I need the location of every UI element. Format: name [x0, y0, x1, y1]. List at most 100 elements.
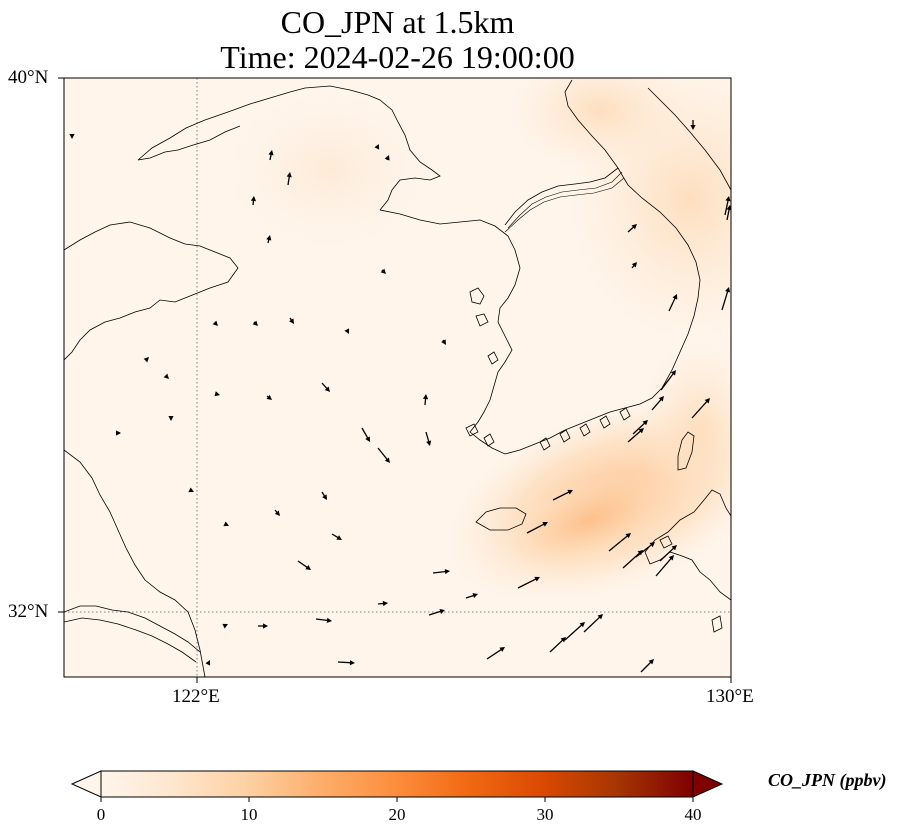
wind-arrow-head [658, 396, 664, 402]
wind-arrow-head [441, 339, 446, 345]
coastline-bohai [137, 85, 441, 211]
colorbar-tick-10: 10 [240, 805, 258, 824]
wind-arrow-head [222, 623, 228, 629]
wind-arrow-head [349, 660, 355, 666]
map-title: CO_JPN at 1.5km [280, 4, 515, 40]
coastline-liaoning [137, 125, 241, 161]
wind-arrow-head [672, 294, 678, 300]
plume-east [640, 340, 731, 520]
wind-arrow-shaft [660, 372, 675, 391]
wind-arrow-head [439, 609, 445, 614]
wind-arrow-shaft [659, 546, 676, 562]
colorbar [70, 770, 724, 802]
wind-arrow-head [668, 555, 674, 561]
wind-arrow-head [579, 622, 585, 628]
wind-arrow-head [168, 416, 174, 421]
wind-arrow-shaft [549, 638, 565, 653]
wind-arrow-head [289, 318, 294, 324]
coastline-china-east [64, 449, 206, 677]
gridlines [64, 78, 731, 677]
wind-arrow-head [472, 593, 478, 599]
coastline-china-north [64, 221, 239, 361]
wind-arrow-head [426, 440, 432, 446]
wind-arrow-head [365, 436, 370, 442]
wind-arrow-head [374, 144, 380, 150]
lon-label-130: 130°E [706, 686, 754, 707]
wind-arrow-head [205, 660, 211, 666]
wind-arrow-head [380, 268, 386, 274]
coastline-south-korea-islands [539, 407, 631, 451]
wind-arrow-head [263, 623, 268, 629]
wind-arrow-head [542, 522, 548, 527]
wind-arrow-head [116, 430, 121, 436]
wind-arrow-shaft [564, 623, 584, 641]
wind-arrow-head [188, 487, 194, 493]
wind-arrow-head [322, 494, 327, 500]
island-tsushima [677, 431, 695, 471]
wind-arrow-shaft [526, 522, 546, 534]
wind-arrow-head [625, 533, 631, 539]
wind-arrow-head [286, 172, 292, 178]
wind-arrow-head [69, 134, 75, 139]
wind-arrow-head [422, 394, 429, 400]
wind-arrow-shaft [552, 490, 571, 501]
wind-arrow-shaft [668, 296, 677, 312]
wind-arrow-head [252, 320, 258, 326]
wind-arrow-head [638, 428, 644, 434]
wind-arrow-shaft [583, 615, 602, 633]
wind-arrow-shaft [632, 421, 647, 435]
wind-arrow-shaft [377, 447, 389, 462]
wind-arrow-head [631, 224, 637, 230]
wind-arrow-shaft [608, 534, 630, 552]
wind-arrow-shaft [428, 610, 443, 616]
wind-vectors [69, 120, 732, 673]
wind-arrow-shaft [315, 618, 330, 622]
coastline-kyushu [644, 489, 731, 601]
wind-arrow-shaft [337, 661, 353, 664]
wind-arrow-head [324, 386, 330, 392]
wind-arrow-head [704, 398, 710, 404]
plume-north [510, 78, 690, 170]
wind-arrow-shaft [432, 570, 448, 574]
wind-arrow-head [631, 262, 637, 268]
wind-arrow-head [382, 600, 388, 607]
colorbar-extend-low [70, 770, 102, 798]
wind-arrow-head [266, 394, 272, 400]
colorbar-tick-30: 30 [536, 805, 554, 824]
wind-arrow-head [725, 287, 731, 293]
wind-arrow-head [326, 617, 332, 623]
wind-arrow-head [690, 125, 696, 130]
wind-arrow-head [344, 328, 350, 334]
coastline-korea-west [379, 209, 663, 455]
wind-arrow-head [637, 550, 643, 556]
wind-arrow-shaft [724, 198, 730, 216]
colorbar-extend-high [692, 770, 724, 798]
wind-arrow-head [499, 647, 505, 652]
wind-arrow-head [250, 196, 257, 202]
wind-arrow-head [534, 576, 540, 582]
wind-arrow-shaft [297, 560, 309, 569]
coastline-yangtze-2 [64, 617, 197, 663]
wind-arrow-shaft [651, 397, 663, 411]
coastline-yangtze [64, 605, 201, 653]
coastline-west-korea-islands [465, 287, 499, 447]
lat-label-40: 40°N [8, 67, 49, 88]
wind-arrow-head [384, 155, 390, 161]
map-frame [63, 77, 732, 678]
wind-arrow-head [268, 150, 274, 156]
island-jeju [475, 507, 527, 531]
wind-arrow-shaft [640, 660, 653, 673]
coastline-korea-east [617, 167, 701, 389]
wind-arrow-shaft [361, 427, 370, 440]
colorbar-label: CO_JPN (ppbv) [768, 770, 887, 790]
map-subtitle: Time: 2024-02-26 19:00:00 [220, 39, 575, 75]
wind-arrow-head [266, 235, 272, 241]
wind-arrow-head [163, 373, 169, 379]
wind-arrow-shaft [726, 207, 731, 221]
wind-arrow-head [336, 535, 342, 540]
wind-arrow-head [567, 489, 573, 495]
wind-arrow-head [214, 391, 220, 397]
wind-arrow-shaft [486, 648, 503, 660]
wind-arrow-head [671, 545, 677, 551]
